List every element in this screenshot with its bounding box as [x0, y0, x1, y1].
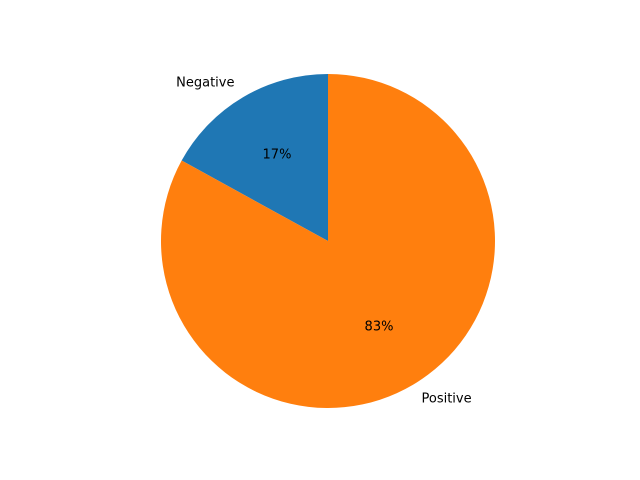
- slice-label-positive: Positive: [422, 392, 472, 407]
- pie-slices: [161, 74, 495, 409]
- slice-label-negative: Negative: [176, 75, 234, 90]
- pie-labels: Negative 17% Positive 83%: [176, 75, 471, 406]
- percent-label-negative: 17%: [263, 147, 292, 162]
- pie-slice-positive: [161, 74, 495, 409]
- pie-slice-negative: [181, 74, 328, 241]
- percent-label-positive: 83%: [365, 320, 394, 335]
